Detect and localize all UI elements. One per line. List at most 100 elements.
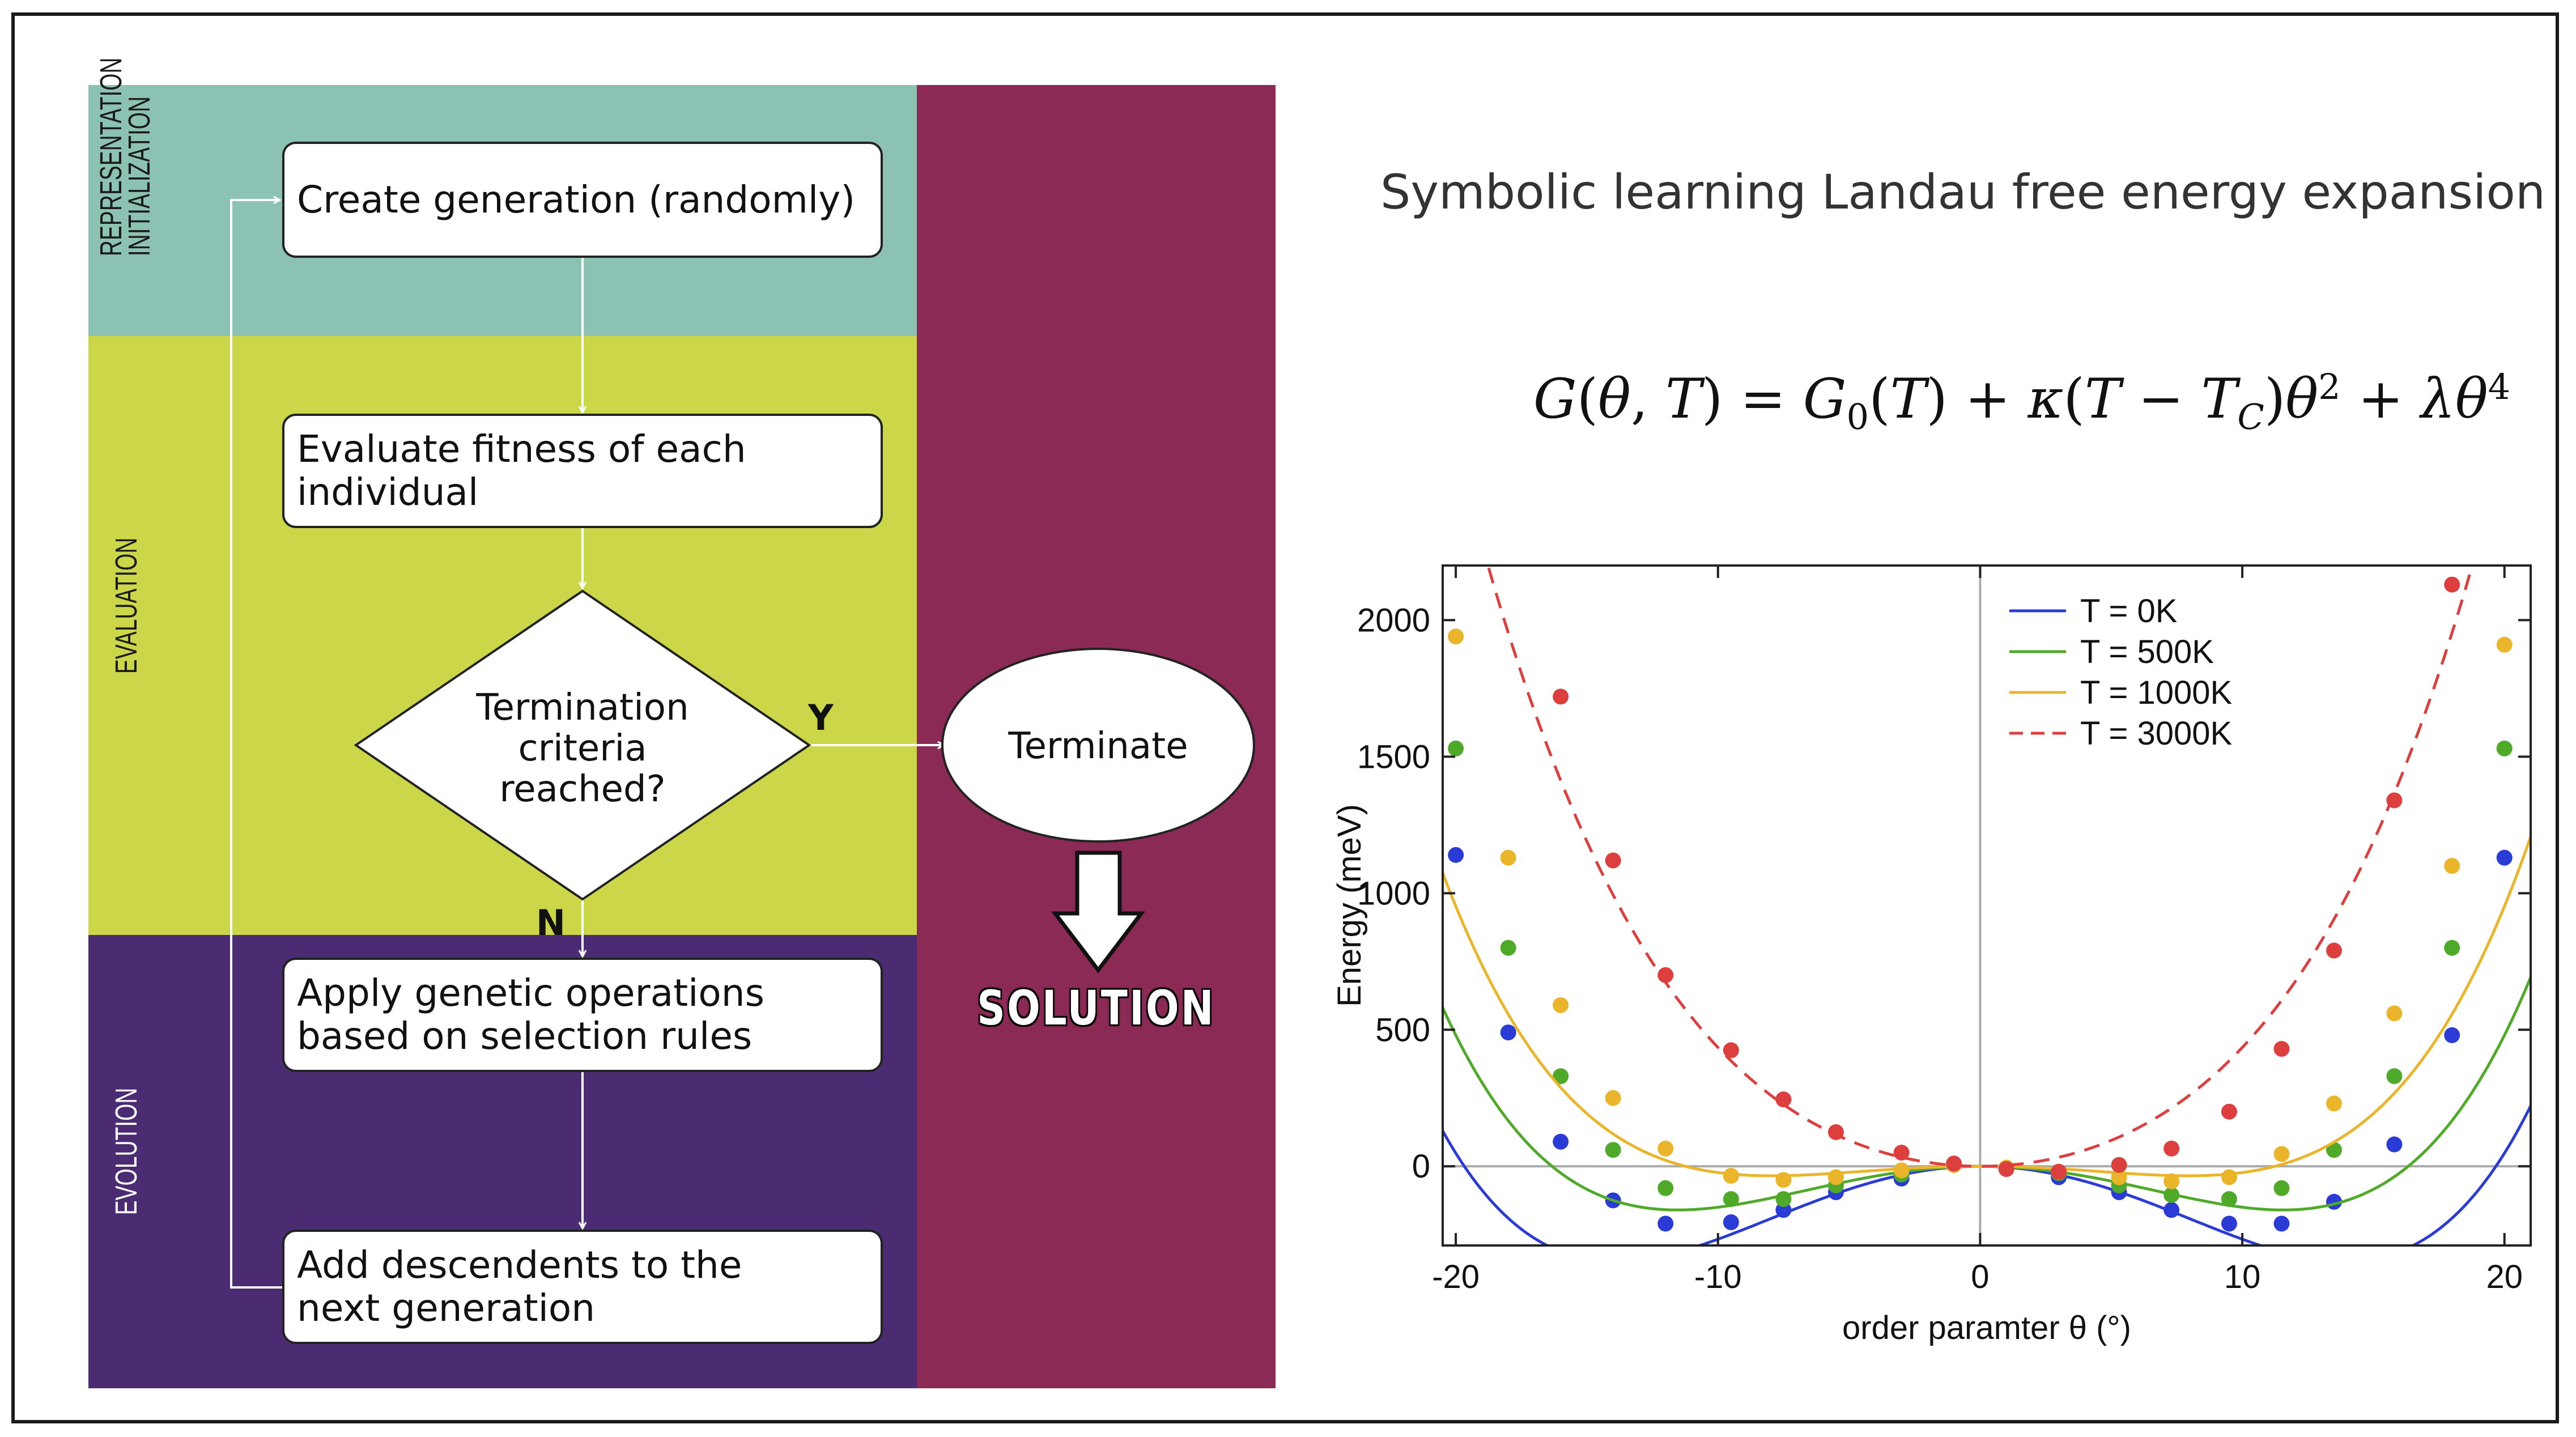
data-point-3-15: [2386, 792, 2403, 809]
y-axis-label: Energy (meV): [1331, 804, 1368, 1007]
data-point-0-19: [2496, 849, 2513, 866]
data-point-1-0: [1448, 740, 1464, 756]
step-apply-label: Apply genetic operations based on select…: [297, 971, 764, 1058]
x-tick-label-1: -10: [1694, 1259, 1742, 1295]
y-tick-label-1: 500: [1375, 1011, 1430, 1048]
data-point-2-18: [2444, 858, 2460, 874]
data-point-0-4: [1657, 1215, 1674, 1232]
terminate-ellipse: [941, 648, 1255, 843]
legend-label-3: T = 3000K: [2080, 715, 2233, 752]
x-tick-label-0: -20: [1432, 1259, 1480, 1295]
data-point-1-17: [2386, 1068, 2403, 1085]
data-point-0-5: [1723, 1214, 1739, 1231]
data-point-2-12: [2111, 1169, 2127, 1185]
data-point-3-14: [2326, 942, 2343, 959]
data-point-0-15: [2273, 1215, 2290, 1232]
terminate-label: Terminate: [1008, 725, 1188, 767]
data-point-2-8: [1893, 1162, 1910, 1179]
data-point-2-4: [1657, 1140, 1674, 1157]
data-point-2-0: [1448, 628, 1464, 645]
data-point-3-9: [2051, 1163, 2067, 1180]
data-point-0-2: [1553, 1133, 1569, 1150]
step-evaluate-fitness: Evaluate fitness of each individual: [282, 414, 883, 528]
slide-frame: REPRESENTATION INITIALIZATION EVALUATION…: [11, 12, 2559, 1423]
solution-label: SOLUTION: [977, 980, 1215, 1036]
data-point-1-4: [1657, 1180, 1674, 1196]
legend-label-2: T = 1000K: [2080, 674, 2233, 711]
data-point-1-19: [2496, 740, 2513, 756]
arrow-loop-back: [230, 200, 282, 1289]
data-point-3-3: [1723, 1042, 1739, 1058]
data-point-0-0: [1448, 847, 1464, 863]
data-point-2-5: [1723, 1168, 1739, 1184]
data-point-3-12: [2221, 1103, 2237, 1120]
data-point-3-1: [1605, 852, 1621, 869]
step-apply-genetic-operations: Apply genetic operations based on select…: [282, 958, 883, 1072]
slide-title: Symbolic learning Landau free energy exp…: [1380, 164, 2546, 220]
genetic-programming-flowchart: REPRESENTATION INITIALIZATION EVALUATION…: [88, 58, 1276, 1388]
data-point-3-8: [1998, 1161, 2014, 1177]
data-point-2-19: [2496, 636, 2513, 653]
data-point-2-7: [1827, 1169, 1844, 1185]
data-point-1-5: [1723, 1191, 1739, 1208]
step-create-label: Create generation (randomly): [297, 177, 856, 222]
branch-yes-label: Y: [807, 697, 834, 738]
step-add-label: Add descendents to the next generation: [297, 1243, 742, 1330]
data-point-0-6: [1775, 1202, 1792, 1218]
solution-arrow-icon: [1051, 851, 1146, 973]
legend-label-1: T = 500K: [2080, 634, 2214, 670]
data-point-1-18: [2444, 939, 2460, 956]
data-point-0-17: [2386, 1136, 2403, 1153]
y-tick-label-3: 1500: [1357, 738, 1430, 775]
x-axis-label: order paramter θ (°): [1842, 1310, 2131, 1346]
data-point-2-1: [1500, 849, 1516, 866]
y-tick-label-2: 1000: [1357, 875, 1430, 912]
decision-diamond: [354, 589, 811, 901]
data-point-0-18: [2444, 1027, 2460, 1043]
step-add-descendents: Add descendents to the next generation: [282, 1230, 883, 1344]
data-point-2-16: [2326, 1095, 2343, 1112]
data-point-1-15: [2273, 1180, 2290, 1196]
x-tick-label-3: 10: [2224, 1259, 2261, 1295]
data-point-1-1: [1500, 939, 1516, 956]
data-point-2-6: [1775, 1172, 1792, 1188]
series-line-1: [1443, 976, 2531, 1211]
data-point-3-16: [2444, 576, 2460, 593]
data-point-1-13: [2163, 1187, 2180, 1203]
legend-label-0: T = 0K: [2080, 593, 2178, 630]
data-point-3-7: [1946, 1155, 1962, 1172]
data-point-3-11: [2163, 1140, 2180, 1157]
data-point-3-2: [1657, 967, 1674, 983]
data-point-3-4: [1775, 1091, 1792, 1108]
data-point-1-3: [1605, 1142, 1621, 1158]
data-point-2-2: [1553, 997, 1569, 1013]
data-point-3-10: [2111, 1157, 2127, 1173]
data-point-0-1: [1500, 1024, 1516, 1041]
series-line-3: [1486, 566, 2474, 1168]
y-tick-label-0: 0: [1412, 1148, 1430, 1185]
data-point-2-3: [1605, 1090, 1621, 1106]
data-point-1-6: [1775, 1191, 1792, 1208]
data-point-1-2: [1553, 1068, 1569, 1085]
data-point-3-0: [1553, 688, 1569, 705]
decision-text: Termination criteria reached?: [475, 687, 688, 810]
data-point-2-13: [2163, 1173, 2180, 1189]
data-point-3-6: [1893, 1145, 1910, 1161]
flowchart-connectors: Termination criteria reached? Terminate Y …: [230, 85, 1255, 1289]
landau-equation: G(θ, T) = G0(T) + κ(T − TC)θ2 + λθ4: [1533, 366, 2511, 438]
step-evaluate-label: Evaluate fitness of each individual: [297, 427, 746, 514]
x-tick-label-4: 20: [2486, 1259, 2523, 1295]
data-point-0-13: [2163, 1202, 2180, 1218]
data-point-3-5: [1827, 1124, 1844, 1140]
data-point-1-14: [2221, 1191, 2237, 1208]
y-tick-label-4: 2000: [1357, 602, 1430, 639]
data-point-2-14: [2221, 1169, 2237, 1185]
data-point-2-15: [2273, 1146, 2290, 1162]
plot-frame: [1442, 564, 2532, 1247]
series-line-2: [1443, 836, 2531, 1177]
data-point-0-14: [2221, 1215, 2237, 1232]
energy-chart: -20 -10 0 10 20 0 500 1000 1500 2000 order paramte…: [1331, 564, 2532, 1346]
x-tick-label-2: 0: [1971, 1259, 1989, 1295]
data-point-2-17: [2386, 1005, 2403, 1022]
branch-no-label: N: [536, 902, 566, 943]
